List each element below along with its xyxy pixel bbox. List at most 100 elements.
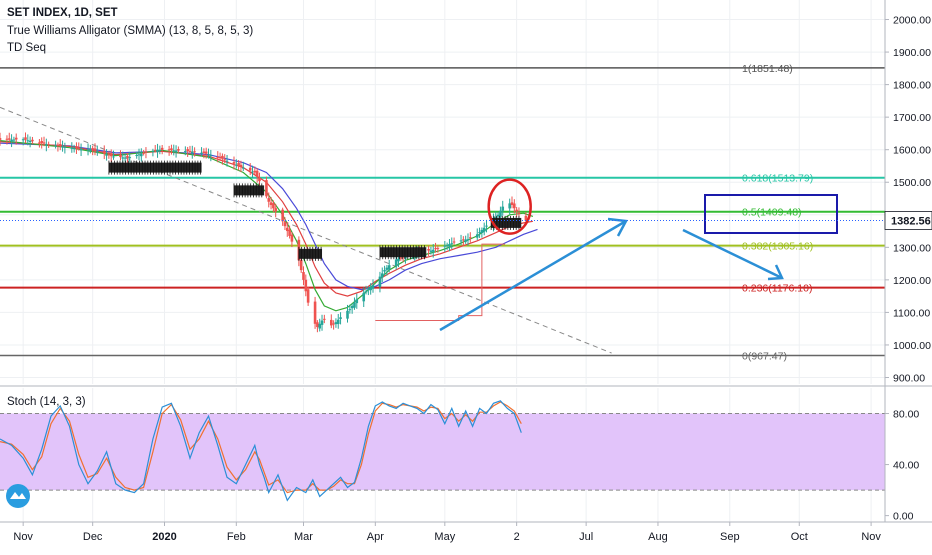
price-tick-label: 1900.00 — [893, 47, 931, 59]
candle-body — [399, 257, 403, 259]
blue-down-arrow-shaft — [682, 228, 783, 280]
candle-body — [174, 150, 178, 152]
time-tick-label: 2020 — [152, 531, 176, 543]
candle — [513, 199, 516, 214]
td-seq-block — [233, 185, 265, 196]
td-seq-block — [491, 217, 522, 228]
candle-body — [501, 206, 505, 211]
candle-body — [290, 234, 294, 242]
candle — [190, 145, 194, 159]
candle-body — [119, 154, 122, 158]
candle — [464, 235, 467, 244]
candle-body — [485, 225, 488, 227]
candle — [188, 145, 192, 154]
candle-body — [21, 139, 25, 141]
candle-body — [204, 151, 208, 154]
time-tick-label: Mar — [294, 531, 313, 543]
candle-body — [144, 151, 148, 153]
candle-body — [70, 147, 74, 149]
candle-body — [499, 210, 502, 217]
candle-body — [496, 214, 500, 217]
td-seq-marker — [233, 183, 265, 198]
td-seq-block — [379, 247, 427, 258]
candle — [515, 207, 518, 217]
candle-body — [109, 153, 113, 157]
stoch-indicator-label: Stoch (14, 3, 3) — [7, 396, 86, 408]
last-price-tag: 1382.56 — [884, 211, 932, 230]
candle — [151, 148, 155, 157]
candle-body — [77, 148, 81, 150]
highlight-circle — [487, 178, 532, 235]
candle-body — [235, 164, 238, 166]
candle-body — [404, 256, 407, 259]
candle-body — [350, 305, 354, 309]
stoch-band — [0, 413, 885, 491]
candle-body — [429, 250, 433, 252]
candle-body — [478, 232, 481, 234]
candle-body — [207, 154, 210, 156]
candle-body — [283, 222, 287, 227]
price-tick-label: 1600.00 — [893, 145, 931, 157]
candle-body — [299, 259, 303, 271]
target-zone-box — [704, 194, 838, 234]
candle-body — [193, 151, 196, 153]
candle — [334, 318, 338, 328]
stoch-tick-label: 80.00 — [893, 409, 919, 421]
candle-body — [54, 145, 57, 147]
candle — [56, 142, 60, 152]
candle-body — [334, 322, 338, 325]
candle-body — [510, 202, 514, 206]
candle — [274, 203, 277, 218]
candle — [339, 312, 342, 325]
stoch-tick-label: 0.00 — [893, 511, 914, 523]
candle-body — [469, 237, 472, 239]
candle — [394, 256, 398, 270]
candle-body — [56, 144, 60, 146]
candle — [445, 242, 449, 250]
last-price-value: 1382.56 — [891, 215, 931, 227]
candle — [320, 314, 324, 331]
candle-body — [167, 149, 171, 151]
candle-body — [482, 227, 486, 232]
price-tick-label: 2000.00 — [893, 15, 931, 27]
candle — [223, 154, 227, 164]
candle-body — [123, 157, 127, 159]
candle — [323, 314, 326, 324]
candle-body — [355, 299, 359, 304]
candle-body — [237, 163, 240, 166]
candle-body — [42, 142, 46, 144]
candle-body — [480, 229, 484, 233]
candle-body — [445, 244, 449, 246]
candle — [364, 285, 368, 295]
candle — [119, 150, 122, 161]
candle-body — [26, 140, 30, 142]
candle-body — [385, 267, 389, 270]
candle — [135, 151, 138, 159]
candle-body — [364, 291, 368, 293]
candle — [510, 196, 514, 209]
candle — [184, 146, 187, 156]
td-seq-marker — [298, 246, 323, 261]
candle-body — [190, 151, 194, 154]
candle — [54, 140, 57, 149]
candle — [14, 133, 18, 145]
candle — [313, 296, 317, 329]
candle — [369, 283, 372, 295]
candle — [239, 160, 243, 173]
candle-body — [137, 154, 141, 156]
candle-body — [5, 138, 9, 140]
candle-body — [320, 320, 324, 325]
candle — [158, 145, 162, 155]
candle-body — [58, 144, 62, 147]
candle — [385, 264, 389, 276]
candle-body — [47, 144, 50, 146]
fib-level-label: 0.5(1409.48) — [742, 207, 802, 219]
candle — [58, 139, 62, 151]
candle — [72, 144, 76, 153]
candle — [469, 232, 472, 243]
candle — [137, 148, 141, 161]
stoch-k-line — [0, 400, 522, 502]
candle-body — [10, 139, 13, 142]
